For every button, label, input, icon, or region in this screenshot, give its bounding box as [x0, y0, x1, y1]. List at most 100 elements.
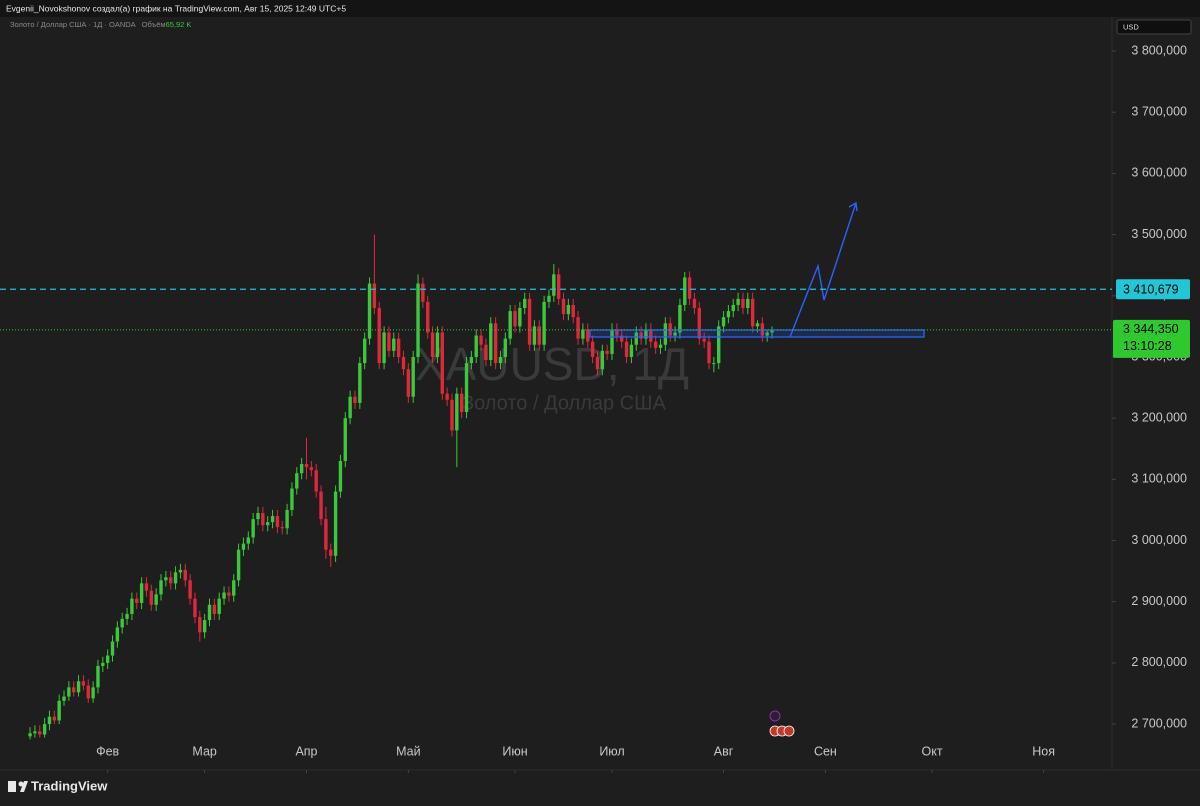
- x-tick-label: Май: [396, 744, 421, 758]
- candle-body: [387, 332, 391, 351]
- candle-body: [639, 332, 643, 339]
- candle-body: [304, 464, 309, 468]
- candle-body: [261, 512, 265, 526]
- volume-value: 65,92 K: [166, 20, 192, 29]
- logo: [8, 781, 28, 792]
- y-tick-label: 3 100,000: [1131, 472, 1187, 486]
- candle-body: [222, 592, 226, 599]
- candle-body: [372, 283, 377, 309]
- candle-body: [193, 598, 197, 618]
- candle-body: [421, 283, 425, 302]
- candle-body: [91, 687, 95, 699]
- candle-body: [644, 329, 648, 339]
- candle-body: [542, 301, 546, 345]
- candle-body: [426, 301, 430, 333]
- candle-body: [755, 323, 760, 327]
- candle-body: [464, 363, 469, 413]
- candle-body: [367, 283, 372, 339]
- candle-body: [154, 594, 158, 605]
- candle-body: [469, 356, 474, 364]
- x-tick-label: Сен: [814, 744, 837, 758]
- candle-body: [280, 527, 284, 529]
- candle-body: [290, 488, 294, 510]
- candle-body: [299, 464, 304, 474]
- candle-body: [72, 687, 76, 693]
- candle-body: [513, 311, 517, 327]
- candle-body: [605, 350, 609, 354]
- candle-body: [411, 356, 415, 397]
- x-tick-label: Июл: [599, 744, 624, 758]
- candle-body: [556, 274, 561, 299]
- candle-body: [86, 685, 90, 699]
- x-tick-label: Апр: [295, 744, 317, 758]
- candle-body: [721, 317, 726, 327]
- candle-body: [396, 338, 401, 357]
- candle-body: [590, 341, 595, 357]
- candle-body: [610, 329, 614, 354]
- candle-body: [537, 326, 541, 345]
- candle-body: [440, 332, 444, 394]
- y-tick-label: 2 800,000: [1131, 655, 1187, 669]
- currency-box[interactable]: [1116, 19, 1192, 35]
- candle-body: [406, 369, 411, 397]
- candle-body: [712, 363, 716, 365]
- candle-body: [52, 716, 57, 721]
- candle-body: [450, 399, 454, 431]
- candle-body: [581, 329, 585, 339]
- candle-body: [241, 543, 246, 550]
- candle-body: [707, 341, 711, 364]
- candle-body: [649, 329, 653, 342]
- candle-body: [697, 308, 702, 339]
- candle-body: [207, 604, 212, 621]
- candle-body: [149, 590, 154, 605]
- candle-body: [736, 298, 740, 305]
- candle-body: [493, 323, 498, 364]
- candle-body: [498, 356, 503, 364]
- candle-body: [164, 577, 168, 581]
- candle-body: [105, 655, 110, 663]
- candle-body: [658, 344, 663, 348]
- logo-mark: [8, 781, 16, 792]
- candle-body: [81, 681, 86, 686]
- candle-body: [33, 731, 37, 734]
- top-bar: [0, 0, 1200, 17]
- candle-body: [678, 304, 682, 333]
- candle-body: [236, 549, 241, 581]
- candle-body: [459, 393, 464, 413]
- candle-body: [741, 298, 745, 309]
- event-icon[interactable]: [769, 710, 781, 722]
- volume-label: Объём: [142, 20, 166, 29]
- candle-body: [265, 522, 270, 526]
- candle-body: [683, 277, 687, 305]
- candle-body: [566, 304, 571, 315]
- candle-body: [547, 295, 551, 302]
- candle-body: [188, 580, 192, 599]
- candle-body: [552, 274, 556, 296]
- candle-body: [120, 618, 124, 628]
- candle-body: [392, 338, 396, 351]
- candle-body: [353, 396, 357, 403]
- y-tick-label: 3 500,000: [1131, 227, 1187, 241]
- candle-body: [270, 516, 275, 523]
- candle-body: [329, 549, 333, 556]
- candle-body: [726, 311, 731, 318]
- candle-body: [629, 344, 634, 357]
- candle-body: [338, 460, 343, 492]
- candle-body: [484, 344, 488, 361]
- y-tick-label: 3 700,000: [1131, 105, 1187, 119]
- candle-body: [527, 298, 532, 345]
- candle-body: [47, 716, 52, 725]
- candle-body: [416, 283, 420, 357]
- event-icon[interactable]: [783, 725, 795, 737]
- candle-body: [586, 329, 590, 342]
- candle-body: [382, 332, 386, 364]
- candle-body: [125, 613, 129, 619]
- candle-body: [42, 724, 47, 735]
- candle-body: [595, 356, 600, 370]
- countdown: 13:10:28: [1123, 339, 1172, 353]
- candle-body: [731, 304, 735, 312]
- y-tick-label: 3 600,000: [1131, 166, 1187, 180]
- candle-body: [246, 537, 250, 544]
- candle-body: [702, 338, 706, 342]
